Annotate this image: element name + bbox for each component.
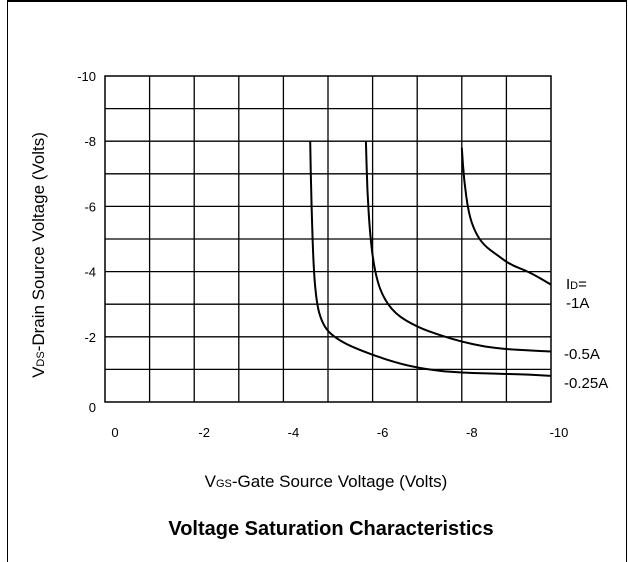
plot-area-border bbox=[104, 75, 552, 403]
plot-border bbox=[104, 75, 552, 403]
series-line-3 bbox=[309, 141, 552, 377]
x-tick-label: -6 bbox=[377, 425, 389, 440]
y-tick-label: -6 bbox=[84, 199, 96, 214]
y-axis-label: VDS-Drain Source Voltage (Volts) bbox=[29, 132, 48, 378]
grid bbox=[105, 76, 551, 402]
legend-title: ID= bbox=[566, 276, 587, 293]
legend-series-2: -0.5A bbox=[564, 346, 600, 363]
y-tick-label: -4 bbox=[84, 265, 96, 280]
y-tick-labels: 0 -2 -4 -6 -8 -10 bbox=[77, 69, 96, 415]
y-tick-label: -8 bbox=[84, 134, 96, 149]
figure-frame-top bbox=[7, 0, 627, 2]
x-tick-labels: 0 -2 -4 -6 -8 -10 bbox=[111, 425, 568, 440]
series-line-2 bbox=[364, 141, 552, 353]
x-tick-label: -4 bbox=[288, 425, 300, 440]
x-tick-label: -8 bbox=[466, 425, 478, 440]
x-tick-label: 0 bbox=[111, 425, 118, 440]
y-tick-label: -2 bbox=[84, 330, 96, 345]
x-tick-label: -2 bbox=[198, 425, 210, 440]
y-tick-label: -10 bbox=[77, 69, 96, 84]
figure-frame bbox=[7, 0, 627, 562]
x-axis-label: VGS-Gate Source Voltage (Volts) bbox=[205, 472, 448, 491]
y-tick-label: 0 bbox=[89, 400, 96, 415]
chart-title: Voltage Saturation Characteristics bbox=[168, 518, 493, 540]
legend-series-3: -0.25A bbox=[564, 375, 608, 392]
x-tick-label: -10 bbox=[550, 425, 569, 440]
series-layer bbox=[309, 141, 552, 377]
series-line-1 bbox=[460, 147, 552, 286]
legend-series-1: -1A bbox=[566, 295, 589, 312]
